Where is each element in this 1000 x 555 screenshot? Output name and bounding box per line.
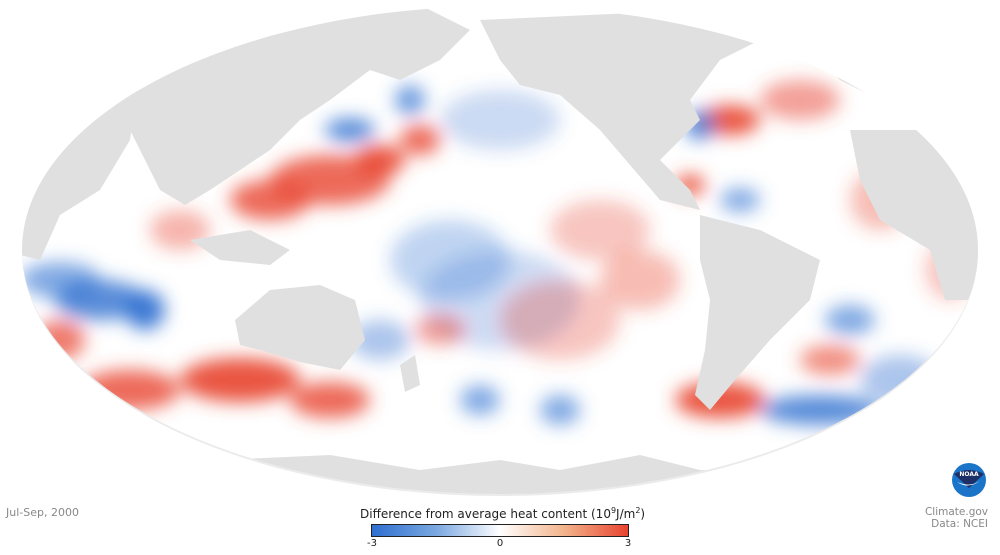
anomaly-field [22,60,975,425]
unit-exponent-2: 2 [635,506,641,515]
warm-anomaly [700,105,760,135]
warm-anomaly [800,345,860,375]
cool-anomaly [125,290,165,330]
period-label: Jul-Sep, 2000 [6,506,79,519]
legend-ticks: -3 0 3 [360,537,640,551]
land-antarctica [22,455,978,494]
warm-anomaly [35,320,85,360]
warm-anomaly [355,145,405,175]
warm-anomaly [415,315,465,345]
land-new-zealand [400,355,420,392]
unit-mid: J/m [616,507,636,521]
warm-anomaly [550,200,650,260]
legend-title-text: Difference from average heat content [360,507,588,521]
cool-anomaly [460,385,500,415]
legend-title: Difference from average heat content (10… [360,506,645,521]
legend-min-label: -3 [367,538,377,549]
cool-anomaly [390,220,510,300]
data-credit: Data: NCEI [931,518,988,530]
color-legend: Difference from average heat content (10… [360,506,645,551]
source-credit: Climate.gov [924,506,988,518]
legend-mid-label: 0 [496,538,504,549]
cool-anomaly [825,305,875,335]
warm-anomaly [230,180,310,220]
land-indonesia [190,230,290,265]
warm-anomaly [180,358,300,402]
cool-anomaly [22,262,100,298]
cool-anomaly [325,118,375,142]
legend-color-bar [371,524,629,537]
cool-anomaly [860,355,940,405]
land-australia [235,285,365,370]
warm-anomaly [760,80,840,120]
warm-anomaly [290,382,370,418]
unit-prefix: (10 [591,507,611,521]
unit-suffix: ) [640,507,646,521]
credits: Climate.gov Data: NCEI [925,506,988,530]
cool-anomaly [720,188,760,212]
land-south-america [695,215,820,410]
warm-anomaly [400,125,440,155]
legend-unit: (109J/m2) [591,506,646,521]
cool-anomaly [540,395,580,425]
land-north-america [480,10,760,210]
warm-anomaly [500,280,620,360]
warm-anomaly [80,370,180,410]
cool-anomaly [395,85,425,115]
svg-text:NOAA: NOAA [959,471,979,478]
cool-anomaly [440,90,560,150]
noaa-logo-icon: NOAA [952,463,986,497]
legend-max-label: 3 [624,538,632,549]
unit-exponent: 9 [610,506,617,515]
cool-anomaly [350,320,410,360]
heat-content-map [22,6,978,496]
warm-anomaly [600,250,680,310]
